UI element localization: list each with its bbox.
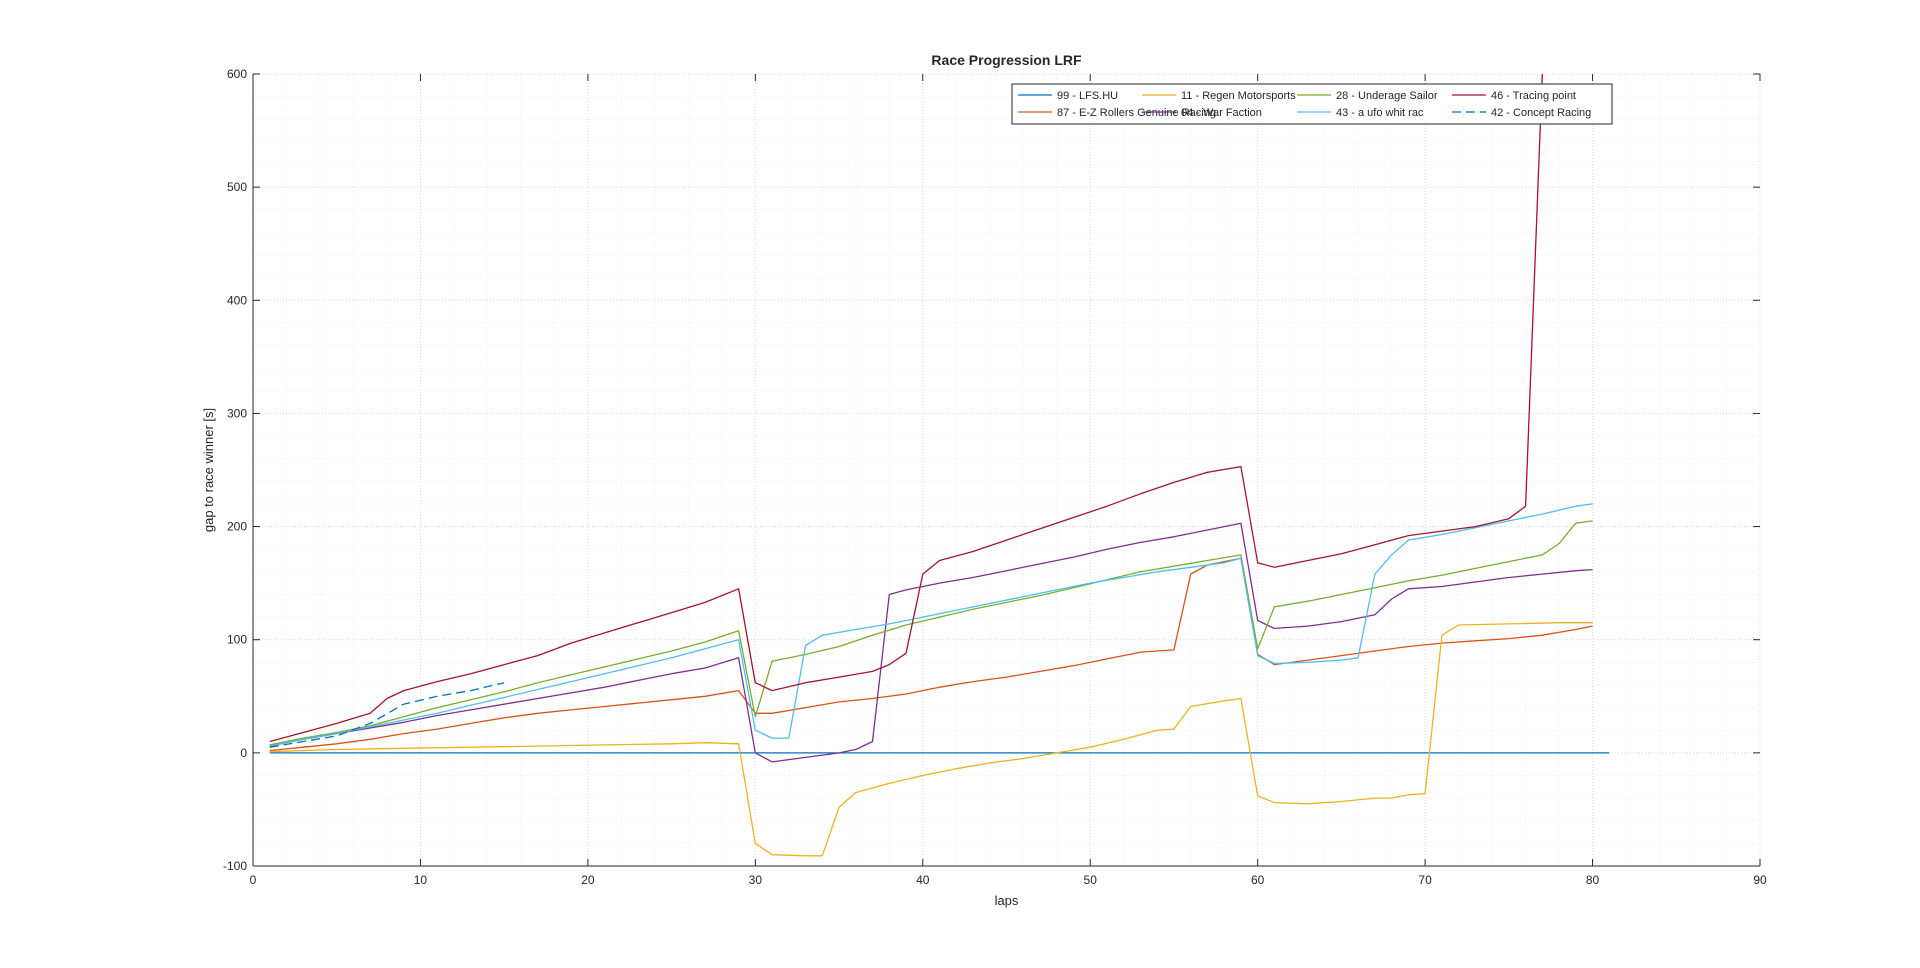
series-line-1 — [269, 557, 1593, 752]
chart-title: Race Progression LRF — [931, 52, 1082, 68]
x-tick-label: 30 — [749, 873, 763, 887]
x-tick-label: 80 — [1586, 873, 1600, 887]
legend: 99 - LFS.HU 87 - E-Z Rollers Genuine Raci… — [1011, 83, 1613, 125]
series-line-4 — [269, 520, 1593, 746]
y-tick-label: 400 — [227, 293, 247, 307]
x-tick-label: 0 — [250, 873, 257, 887]
legend-box — [1011, 83, 1613, 125]
legend-label-2: 11 - Regen Motorsports — [1181, 90, 1296, 102]
y-axis-label: gap to race winner [s] — [201, 408, 216, 532]
series-group — [269, 74, 1610, 857]
y-tick-label: 0 — [240, 746, 247, 760]
y-tick-label: -100 — [223, 859, 247, 873]
x-tick-label: 20 — [581, 873, 595, 887]
legend-label-1: 87 - E-Z Rollers Genuine Racing — [1057, 107, 1216, 119]
x-tick-label: 70 — [1418, 873, 1432, 887]
legend-label-4: 28 - Underage Sailor — [1336, 90, 1438, 102]
x-tick-label: 40 — [916, 873, 930, 887]
legend-label-7: 42 - Concept Racing — [1491, 107, 1591, 119]
y-tick-label: 600 — [227, 67, 247, 81]
x-tick-label: 90 — [1753, 873, 1767, 887]
plot-area-background — [253, 74, 1760, 866]
axes: 0 10 20 30 40 50 60 70 80 90-10001002003004005006… — [223, 67, 1767, 887]
x-axis-label: laps — [995, 893, 1019, 908]
series-line-5 — [269, 503, 1593, 747]
x-tick-label: 50 — [1084, 873, 1098, 887]
legend-label-6: 46 - Tracing point — [1491, 90, 1576, 102]
y-tick-label: 300 — [227, 406, 247, 420]
series-line-2 — [269, 622, 1593, 857]
x-tick-label: 60 — [1251, 873, 1265, 887]
series-line-3 — [269, 522, 1593, 763]
legend-label-5: 43 - a ufo whit rac — [1336, 107, 1424, 119]
x-tick-label: 10 — [414, 873, 428, 887]
y-tick-label: 500 — [227, 180, 247, 194]
series-line-6 — [269, 74, 1543, 743]
y-tick-label: 100 — [227, 633, 247, 647]
y-tick-label: 200 — [227, 520, 247, 534]
legend-label-0: 99 - LFS.HU — [1057, 90, 1118, 102]
legend-label-3: 04 - War Faction — [1181, 107, 1262, 119]
